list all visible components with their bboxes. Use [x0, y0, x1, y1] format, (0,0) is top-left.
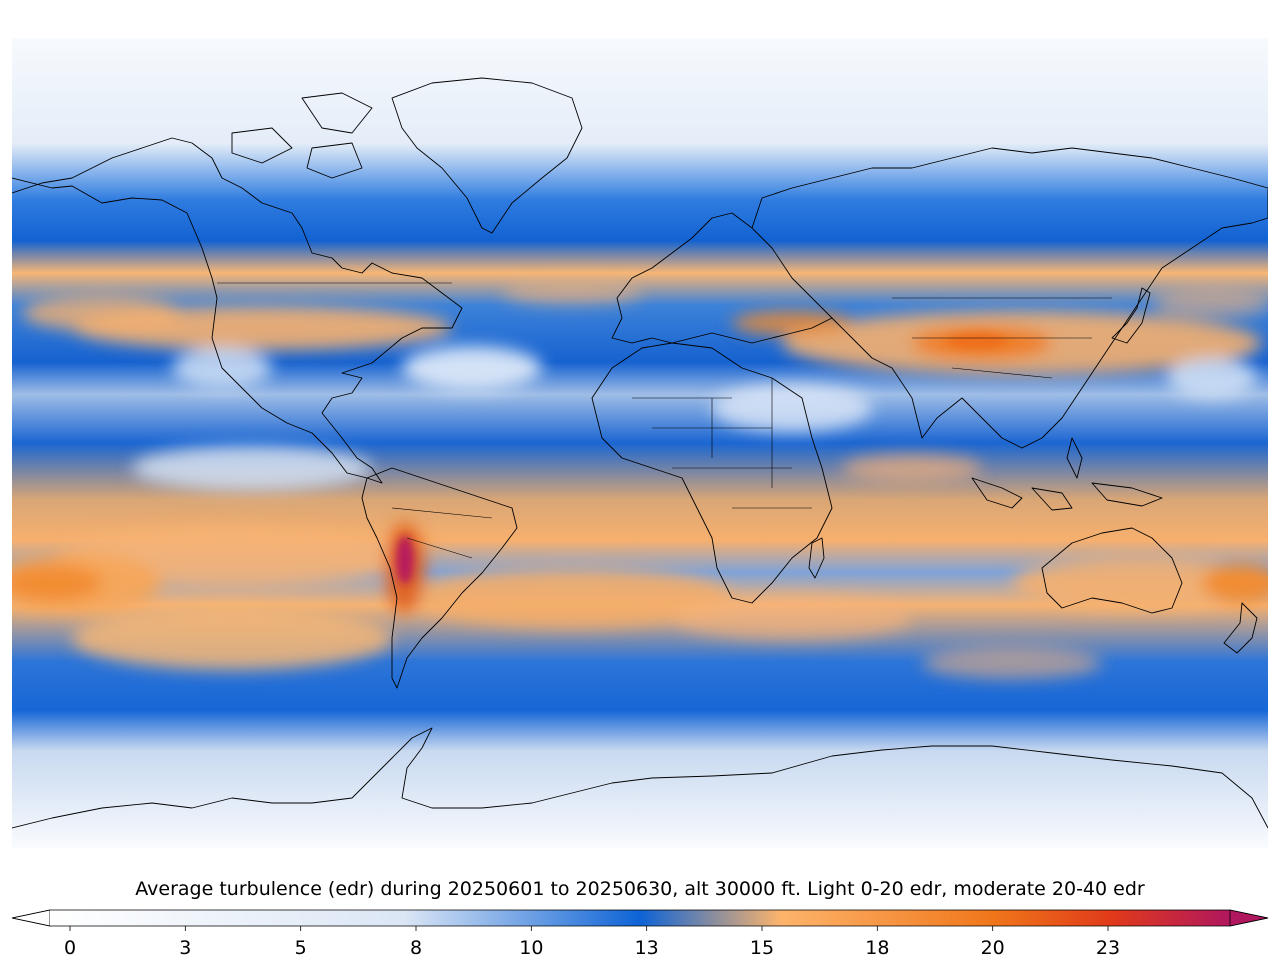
country-borders	[217, 282, 1112, 559]
coastline-madagascar	[808, 537, 825, 579]
coastline-new-zealand	[1223, 602, 1258, 654]
colorbar	[11, 909, 1269, 931]
coastline-europe	[611, 212, 833, 344]
colorbar-gradient	[50, 910, 1230, 926]
colorbar-tick-label: 15	[749, 937, 775, 959]
colorbar-tick-label: 0	[63, 937, 77, 959]
colorbar-tick-label: 23	[1095, 937, 1121, 959]
colorbar-max-extension	[1229, 909, 1269, 927]
colorbar-outline	[11, 909, 1269, 927]
colorbar-tick-label: 20	[980, 937, 1005, 959]
coastline-arctic-islands	[231, 92, 373, 179]
colorbar-tick-label: 10	[519, 937, 544, 959]
coastlines	[12, 77, 1268, 829]
coastline-japan	[1111, 287, 1151, 344]
turbulence-map-svg	[12, 38, 1268, 848]
colorbar-tick-label: 13	[634, 937, 659, 959]
coastline-antarctica	[12, 727, 1268, 829]
coastline-indonesia	[971, 437, 1163, 511]
coastline-south-america	[361, 467, 518, 689]
turbulence-map	[12, 38, 1268, 848]
colorbar-tick-label: 3	[179, 937, 192, 959]
coastline-north-america	[12, 137, 463, 484]
coastline-australia	[1041, 527, 1183, 614]
colorbar-tick-marks	[69, 926, 1109, 931]
colorbar-tick-label: 5	[294, 937, 307, 959]
coastline-africa	[591, 342, 833, 604]
colorbar-min-extension	[11, 909, 51, 927]
colorbar-title: Average turbulence (edr) during 20250601…	[135, 878, 1145, 900]
coastline-asia	[751, 147, 1268, 449]
turbulence-field	[12, 38, 1268, 848]
coastline-greenland	[391, 77, 583, 234]
colorbar-tick-label: 8	[409, 937, 423, 959]
colorbar-tick-label: 18	[865, 937, 890, 959]
